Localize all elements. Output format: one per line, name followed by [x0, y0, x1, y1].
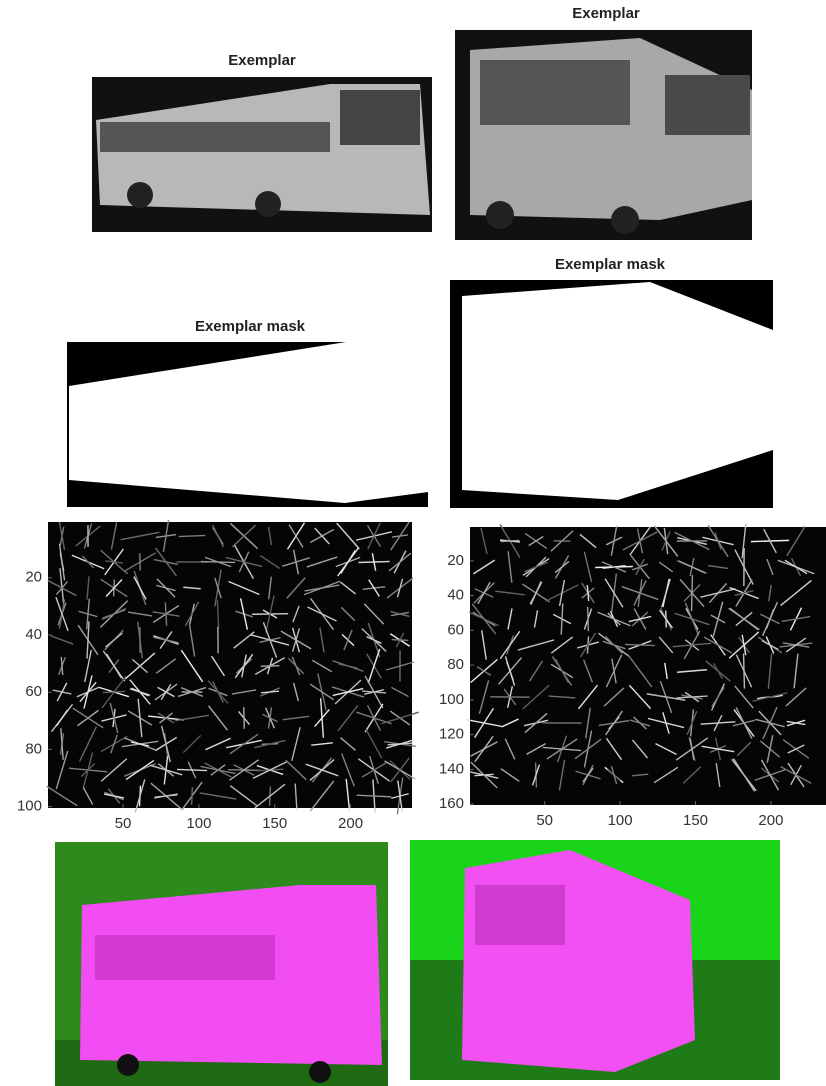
y-tick-label: 60 — [25, 683, 42, 700]
y-tick-label: 20 — [447, 552, 464, 569]
exemplar-photo — [455, 30, 752, 240]
hog-stroke — [261, 666, 280, 667]
x-tick-label: 200 — [338, 815, 363, 832]
hog-stroke — [392, 640, 409, 641]
x-tick-label: 100 — [186, 815, 211, 832]
y-tick-label: 80 — [447, 656, 464, 673]
x-tick-label: 50 — [115, 815, 132, 832]
exemplar-mask — [450, 280, 773, 508]
x-tick-label: 150 — [683, 812, 708, 829]
x-tick-label: 150 — [262, 815, 287, 832]
hog-stroke — [201, 562, 235, 563]
y-tick-label: 100 — [439, 691, 464, 708]
x-tick-label: 50 — [536, 812, 553, 829]
hog-image — [470, 527, 826, 805]
detection-photo — [55, 842, 388, 1086]
panel-title: Exemplar — [572, 5, 640, 22]
y-tick-label: 80 — [25, 740, 42, 757]
y-tick-label: 20 — [25, 569, 42, 586]
y-tick-label: 40 — [25, 626, 42, 643]
detection-photo — [410, 840, 780, 1080]
y-tick-label: 40 — [447, 587, 464, 604]
hog-stroke — [192, 787, 193, 805]
panel-title: Exemplar mask — [195, 318, 306, 335]
y-tick-label: 140 — [439, 760, 464, 777]
x-tick-label: 200 — [758, 812, 783, 829]
panel-title: Exemplar mask — [555, 256, 666, 273]
exemplar-mask — [67, 342, 428, 507]
x-tick-label: 100 — [608, 812, 633, 829]
y-tick-label: 60 — [447, 621, 464, 638]
hog-image — [48, 522, 412, 808]
y-tick-label: 120 — [439, 726, 464, 743]
y-tick-label: 100 — [17, 798, 42, 815]
y-tick-label: 160 — [439, 795, 464, 812]
figure: Exemplar Exemplar Exemplar mask Exemplar… — [0, 0, 826, 1086]
exemplar-photo — [92, 77, 432, 232]
hog-stroke — [588, 607, 589, 631]
panel-title: Exemplar — [228, 52, 296, 69]
page: Exemplar Exemplar Exemplar mask Exemplar… — [0, 0, 826, 1086]
